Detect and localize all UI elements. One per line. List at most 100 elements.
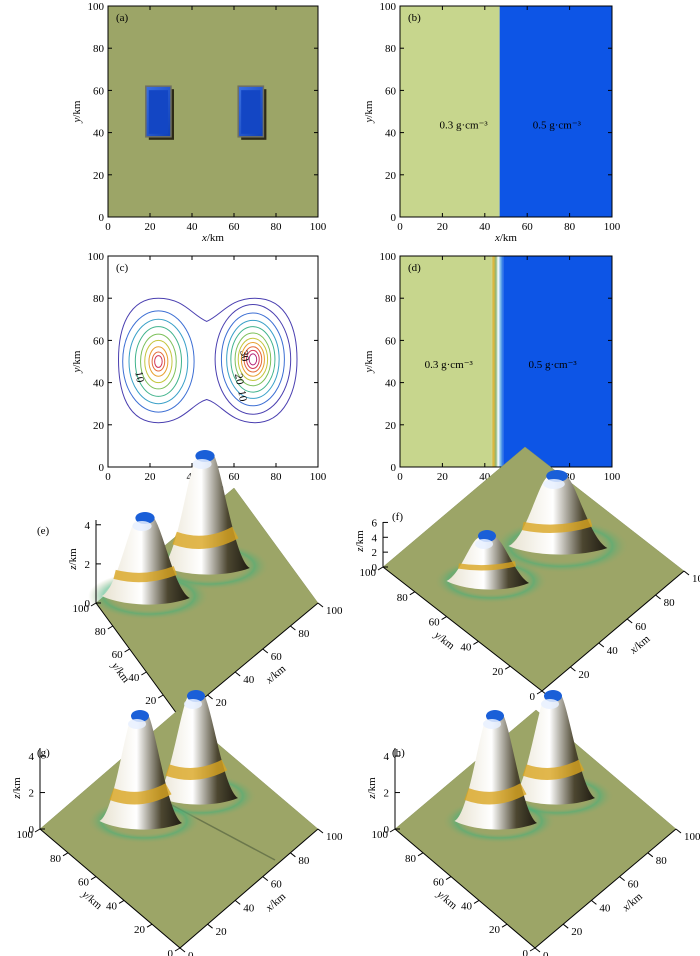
- contour-label: 10: [132, 370, 146, 383]
- peak-highlight: [128, 719, 146, 729]
- peak-cap: [544, 690, 562, 702]
- x-axis-label: x/km: [201, 232, 224, 244]
- peak-highlight: [543, 479, 565, 489]
- contour-line: [148, 346, 169, 377]
- y-tick-label: 60: [385, 335, 397, 347]
- y-tick: [90, 602, 97, 607]
- y-axis-label: y/km: [79, 888, 105, 912]
- y-tick: [389, 828, 396, 833]
- x-tick-label: 60: [628, 879, 640, 891]
- plot-frame: [107, 5, 319, 218]
- y-axis: [382, 566, 543, 692]
- x-tick-label: 20: [216, 926, 228, 938]
- y-axis-label: y/km: [71, 100, 83, 123]
- x-tick-label: 80: [271, 471, 283, 483]
- peak-band: [522, 759, 585, 780]
- y-tick-label: 80: [50, 853, 62, 865]
- x-tick: [570, 666, 576, 672]
- contour-label: 20: [232, 373, 246, 386]
- panel-label: (e): [37, 525, 50, 537]
- x-tick: [207, 694, 213, 700]
- y-tick-label: 20: [134, 924, 146, 936]
- panel-label: (d): [408, 262, 421, 274]
- density-label-right: 0.5 g·cm⁻³: [533, 119, 582, 131]
- y-tick-label: 40: [93, 378, 105, 390]
- y-tick: [107, 625, 114, 630]
- x-tick-label: 60: [229, 221, 241, 233]
- contour-line: [243, 346, 263, 373]
- y-axis: [39, 828, 181, 949]
- peak-cap: [478, 530, 496, 542]
- prism-top: [148, 90, 168, 134]
- z-tick-label: 0: [85, 598, 91, 610]
- y-tick-label: 100: [17, 829, 34, 841]
- density-region: [400, 6, 500, 217]
- y-axis-label: y/km: [363, 350, 375, 373]
- x-tick-label: 100: [604, 221, 621, 233]
- y-tick-label: 60: [93, 335, 105, 347]
- y-axis-label: y/km: [434, 888, 460, 912]
- z-tick-label: 4: [85, 520, 91, 532]
- y-axis: [95, 602, 181, 719]
- y-tick-label: 100: [360, 567, 377, 579]
- z-axis-label: z/km: [366, 777, 378, 800]
- y-tick: [473, 640, 479, 645]
- y-tick: [62, 852, 69, 857]
- x-tick-label: 0: [105, 471, 111, 483]
- y-tick-label: 20: [93, 420, 105, 432]
- x-tick-label: 100: [604, 471, 621, 483]
- x-tick-label: 40: [243, 902, 255, 914]
- contour-line: [230, 326, 276, 393]
- peak-band: [521, 518, 593, 533]
- y-tick-label: 100: [380, 1, 397, 13]
- y-tick-label: 60: [78, 877, 90, 889]
- x-tick-label: 60: [522, 221, 534, 233]
- peak-highlight: [475, 539, 493, 549]
- contour-line: [122, 310, 195, 413]
- panel-label: (c): [116, 262, 129, 274]
- y-tick-label: 100: [88, 251, 105, 263]
- z-tick-label: 4: [372, 532, 378, 544]
- y-tick-label: 0: [530, 691, 536, 703]
- y-tick-label: 0: [168, 948, 174, 956]
- anomaly-peak: [508, 470, 608, 555]
- y-tick: [501, 923, 508, 928]
- x-tick: [683, 570, 690, 576]
- z-axis-label: z/km: [354, 530, 366, 553]
- y-axis-label: y/km: [71, 350, 83, 373]
- x-tick-label: 80: [271, 221, 283, 233]
- x-tick-label: 20: [571, 926, 583, 938]
- prism-top: [241, 90, 261, 134]
- x-tick-label: 100: [310, 221, 327, 233]
- x-tick: [234, 900, 241, 905]
- y-tick: [118, 899, 125, 904]
- x-tick-label: 20: [437, 471, 449, 483]
- peak-band: [172, 526, 239, 549]
- y-tick-label: 80: [93, 293, 105, 305]
- peak-cap: [187, 690, 205, 702]
- panel-label: (a): [116, 12, 129, 24]
- y-tick-label: 60: [433, 877, 445, 889]
- x-tick-label: 60: [229, 471, 241, 483]
- contour-line: [234, 332, 272, 387]
- x-tick-label: 60: [635, 621, 647, 633]
- x-tick-label: 100: [684, 831, 700, 843]
- plot-frame: [399, 5, 613, 218]
- density-label-left: 0.3 g·cm⁻³: [425, 359, 474, 371]
- x-tick: [562, 923, 569, 929]
- x-tick-label: 40: [479, 471, 491, 483]
- peak-band: [458, 561, 517, 571]
- y-axis: [394, 828, 536, 949]
- y-tick: [34, 828, 41, 833]
- panel-f: 0246z/km020406080100020406080100x/kmy/km…: [354, 446, 700, 705]
- z-tick-label: 6: [372, 517, 378, 529]
- x-tick: [598, 642, 605, 648]
- x-axis-label: x/km: [494, 232, 517, 244]
- peak-highlight: [541, 699, 559, 709]
- panel-c: 10102030020406080100020406080100x/kmy/km…: [71, 251, 327, 494]
- y-tick: [504, 665, 511, 670]
- x-tick-label: 80: [298, 628, 310, 640]
- x-tick: [234, 671, 241, 677]
- y-tick-label: 80: [385, 43, 397, 55]
- z-tick-label: 0: [29, 824, 35, 836]
